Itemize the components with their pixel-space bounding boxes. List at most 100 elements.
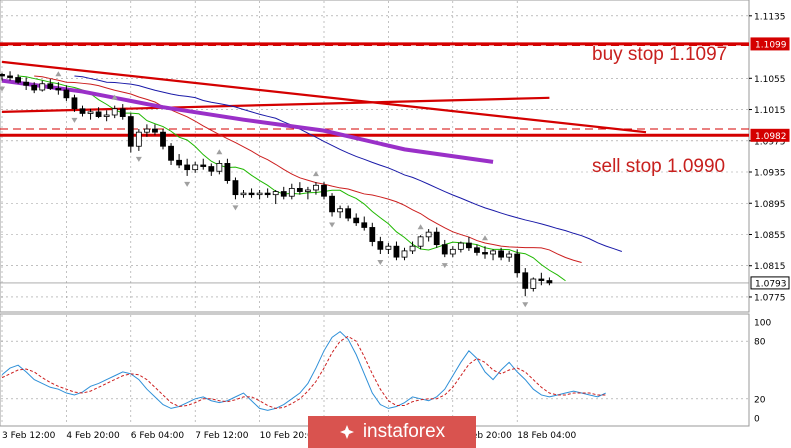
moving-average-line [34,75,582,263]
candle [449,246,456,258]
candle-body [433,231,440,246]
candle-body [538,278,545,281]
fractal-up-marker [417,224,424,230]
candle-body [498,250,505,258]
candle-body [369,227,376,242]
candle [200,158,207,170]
candle [425,229,432,242]
price-tick-label: 1.0855 [754,231,786,241]
instaforex-logo-icon [339,424,355,440]
indicator-plot-frame [0,313,750,427]
candle-body [337,208,344,213]
candle-body [361,222,368,228]
candle-body [0,73,5,77]
candle-body [417,236,424,247]
stochastic-tick-label: 100 [754,319,771,329]
candle [7,71,13,81]
candle-body [95,111,102,117]
candle-body [264,192,271,196]
candle [39,80,46,92]
time-tick-label: 4 Feb 20:00 [66,431,120,441]
candle [530,277,537,292]
logo-text: instaforex [362,421,446,442]
price-tag-label: 1.0982 [755,132,787,142]
stochastic-tick-label: 80 [754,338,766,348]
price-tags: 1.1099 1.0982 1.0793 [750,37,790,290]
fractal-down-marker [232,205,239,211]
candle-body [208,166,215,172]
candle [417,235,424,250]
price-tick-label: 1.0815 [754,262,786,272]
candle-body [321,184,327,197]
candle [490,249,496,261]
candle [337,205,344,219]
candle [31,82,38,94]
candle [514,249,521,278]
candle-body [152,128,158,133]
candle [353,213,360,226]
fractals [0,71,529,308]
candle [385,243,392,255]
candle [538,272,545,286]
candle-body [482,252,488,255]
candle [23,77,30,91]
fractal-down-marker [71,117,78,123]
candle-body [313,184,319,191]
candle [506,250,513,262]
candle [409,241,416,255]
candle [264,188,271,198]
price-tick-label: 1.1055 [754,75,786,85]
candle [345,205,352,222]
candle [313,182,319,195]
price-tag-label: 1.0793 [755,279,787,289]
candle [361,216,368,231]
stochastic-tick-label: 20 [754,395,766,405]
candle [79,105,86,117]
candle [256,189,263,200]
candle-body [256,192,263,196]
sell-stop-annotation: sell stop 1.0990 [592,156,726,177]
price-tick-label: 1.1135 [754,12,786,22]
price-tag-label: 1.1099 [755,40,787,50]
fractal-up-marker [482,235,488,241]
candle [119,104,126,120]
candle [522,268,529,297]
candle-body [425,231,432,238]
candle-body [409,245,416,252]
candle-body [506,253,513,258]
candle-body [248,192,255,196]
candle [63,85,70,101]
candle-body [39,83,46,91]
candle [321,182,327,200]
candle-body [345,208,352,219]
candle-body [288,188,295,197]
fractal-down-marker [329,222,336,228]
candle-body [329,195,335,213]
candle-body [530,278,537,289]
trend-line [1,60,647,134]
candle-body [280,191,287,197]
candle [47,79,54,91]
candle-body [7,75,13,78]
candle-body [393,245,400,258]
candle-body [143,128,150,133]
candle [498,247,505,261]
buy-stop-annotation: buy stop 1.1097 [592,44,728,65]
candle [55,82,62,95]
fractal-down-marker [377,260,384,266]
fractal-up-marker [111,94,118,100]
candle [135,129,142,151]
price-tick-label: 1.0775 [754,293,786,303]
candle-body [457,242,464,250]
candle [296,182,303,195]
candle-body [135,131,142,147]
time-axis: 3 Feb 12:00 4 Feb 20:00 6 Feb 04:00 7 Feb 1… [2,431,577,441]
candle-body [63,89,70,99]
time-tick-label: 7 Feb 12:00 [195,431,249,441]
candle-body [79,108,86,114]
candle-body [224,163,231,182]
candle [103,110,110,122]
candle-body [71,97,78,110]
fractal-down-marker [135,156,142,162]
